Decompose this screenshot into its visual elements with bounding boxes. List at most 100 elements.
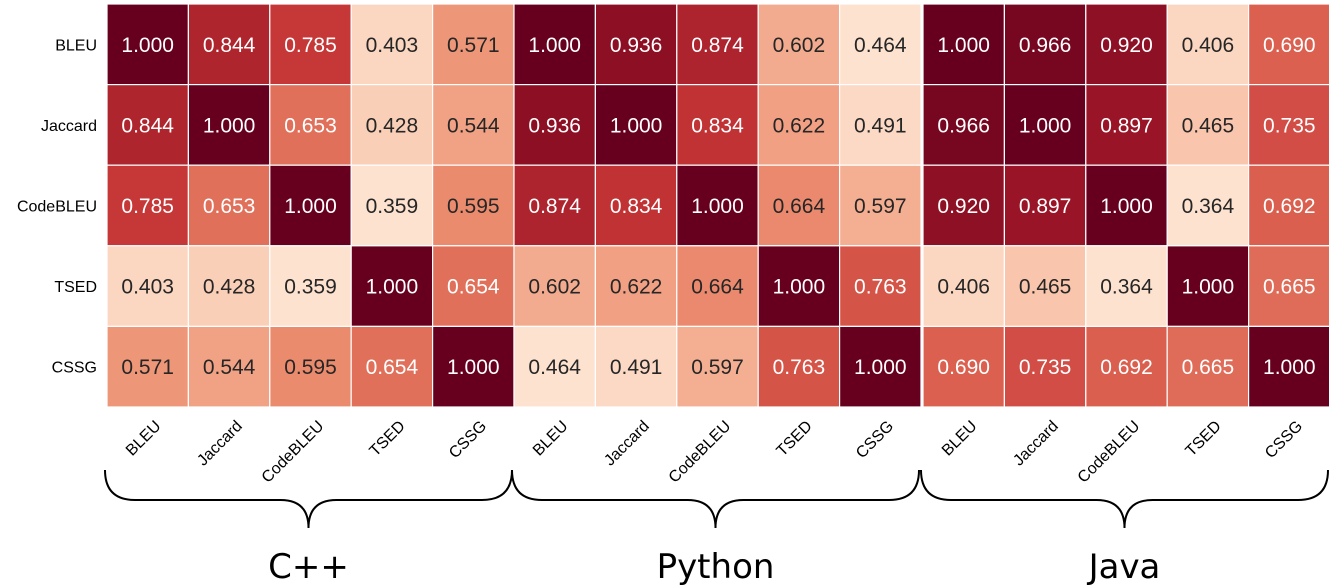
cell-value-label: 0.465 <box>1019 276 1072 299</box>
cell-value-label: 0.597 <box>854 195 907 218</box>
heatmap-panel-1: 1.000 0.936 0.874 0.602 0.464 0.936 1.000 0.834… <box>511 3 922 587</box>
cell-value-label: 0.920 <box>1100 34 1153 57</box>
heatmap-cell <box>269 325 352 408</box>
cell-value-label: 1.000 <box>691 195 744 218</box>
y-tick-label: CSSG <box>52 360 97 377</box>
cell-value-label: 0.897 <box>1019 195 1072 218</box>
x-tick-label: CSSG <box>446 418 490 462</box>
y-tick-label: Jaccard <box>41 118 97 135</box>
heatmap-cell <box>350 164 434 247</box>
cell-value-label: 0.428 <box>366 114 419 137</box>
cell-value-label: 0.602 <box>528 276 581 299</box>
cell-value-label: 0.690 <box>937 356 990 379</box>
heatmap-cell <box>594 3 678 86</box>
heatmap-cell <box>757 164 841 247</box>
heatmap-cell <box>922 164 1006 247</box>
cell-value-label: 1.000 <box>1263 356 1316 379</box>
heatmap-cell <box>513 83 597 166</box>
heatmap-cell <box>432 83 515 166</box>
cell-value-label: 1.000 <box>1182 276 1235 299</box>
cell-value-label: 0.491 <box>610 356 663 379</box>
heatmap-cell <box>1166 83 1250 166</box>
cell-value-label: 1.000 <box>610 114 663 137</box>
cell-value-label: 0.692 <box>1263 195 1316 218</box>
cell-value-label: 0.844 <box>121 114 174 137</box>
cell-value-label: 1.000 <box>937 34 990 57</box>
heatmap-cell <box>1247 3 1329 86</box>
x-tick-label: CSSG <box>853 418 897 462</box>
heatmap-cell <box>838 325 922 408</box>
heatmap-cell <box>513 164 597 247</box>
y-tick-label: CodeBLEU <box>17 199 97 216</box>
heatmap-cell <box>594 245 678 328</box>
group-brace <box>920 469 1329 529</box>
cell-value-label: 0.571 <box>121 356 174 379</box>
heatmap-cell <box>676 325 759 408</box>
cell-value-label: 0.653 <box>203 195 256 218</box>
cell-value-label: 0.464 <box>528 356 581 379</box>
x-tick-label: Jaccard <box>194 418 246 470</box>
cell-value-label: 0.665 <box>1182 356 1235 379</box>
group-brace <box>511 469 920 529</box>
heatmap-cell <box>838 3 922 86</box>
x-tick-label: Jaccard <box>1010 418 1062 470</box>
cell-value-label: 1.000 <box>121 34 174 57</box>
cell-value-label: 0.844 <box>203 34 256 57</box>
heatmap-cell <box>350 245 434 328</box>
cell-value-label: 0.763 <box>773 356 826 379</box>
cell-value-label: 0.690 <box>1263 34 1316 57</box>
cell-value-label: 0.597 <box>691 356 744 379</box>
cell-value-label: 0.571 <box>447 34 500 57</box>
cell-value-label: 1.000 <box>447 356 500 379</box>
heatmap-cell <box>676 164 759 247</box>
cell-value-label: 0.920 <box>937 195 990 218</box>
heatmap-cell <box>106 3 190 86</box>
heatmap-cell <box>838 245 922 328</box>
heatmap-cell <box>1166 325 1250 408</box>
heatmap-cell <box>1085 83 1168 166</box>
heatmap-cell <box>676 245 759 328</box>
heatmap-cell <box>1247 83 1329 166</box>
cell-value-label: 0.834 <box>691 114 744 137</box>
heatmap-cell <box>676 3 759 86</box>
x-tick-label: TSED <box>1183 418 1225 460</box>
cell-value-label: 0.897 <box>1100 114 1153 137</box>
language-label: Java <box>1087 547 1161 587</box>
cell-value-label: 0.664 <box>691 276 744 299</box>
heatmap-cell <box>187 3 271 86</box>
cell-value-label: 0.785 <box>284 34 337 57</box>
cell-value-label: 0.654 <box>366 356 419 379</box>
heatmap-cell <box>922 245 1006 328</box>
heatmap-cell <box>1247 325 1329 408</box>
heatmap-cell <box>1166 164 1250 247</box>
heatmap-panel-2: 1.000 0.966 0.920 0.406 0.690 0.966 1.000 0.897… <box>920 3 1329 587</box>
heatmap-cell <box>838 164 922 247</box>
cell-value-label: 0.834 <box>610 195 663 218</box>
cell-value-label: 0.966 <box>937 114 990 137</box>
cell-value-label: 0.665 <box>1263 276 1316 299</box>
y-tick-label: BLEU <box>55 37 97 54</box>
cell-value-label: 0.936 <box>528 114 581 137</box>
cell-value-label: 0.406 <box>937 276 990 299</box>
heatmap-cell <box>432 325 515 408</box>
cell-value-label: 0.602 <box>773 34 826 57</box>
heatmap-cell <box>594 325 678 408</box>
x-tick-label: Jaccard <box>601 418 653 470</box>
heatmap-cell <box>1003 325 1087 408</box>
heatmap-cell <box>269 3 352 86</box>
cell-value-label: 0.403 <box>366 34 419 57</box>
cell-value-label: 0.966 <box>1019 34 1072 57</box>
cell-value-label: 1.000 <box>366 276 419 299</box>
cell-value-label: 0.654 <box>447 276 500 299</box>
heatmap-panel-0: 1.000 0.844 0.785 0.403 0.571 0.844 1.000 0.653… <box>104 3 515 587</box>
cell-value-label: 1.000 <box>284 195 337 218</box>
cell-value-label: 0.428 <box>203 276 256 299</box>
language-label: Python <box>657 547 775 587</box>
cell-value-label: 1.000 <box>1100 195 1153 218</box>
cell-value-label: 0.465 <box>1182 114 1235 137</box>
cell-value-label: 0.359 <box>284 276 337 299</box>
cell-value-label: 0.653 <box>284 114 337 137</box>
cell-value-label: 1.000 <box>773 276 826 299</box>
heatmap-cell <box>106 83 190 166</box>
